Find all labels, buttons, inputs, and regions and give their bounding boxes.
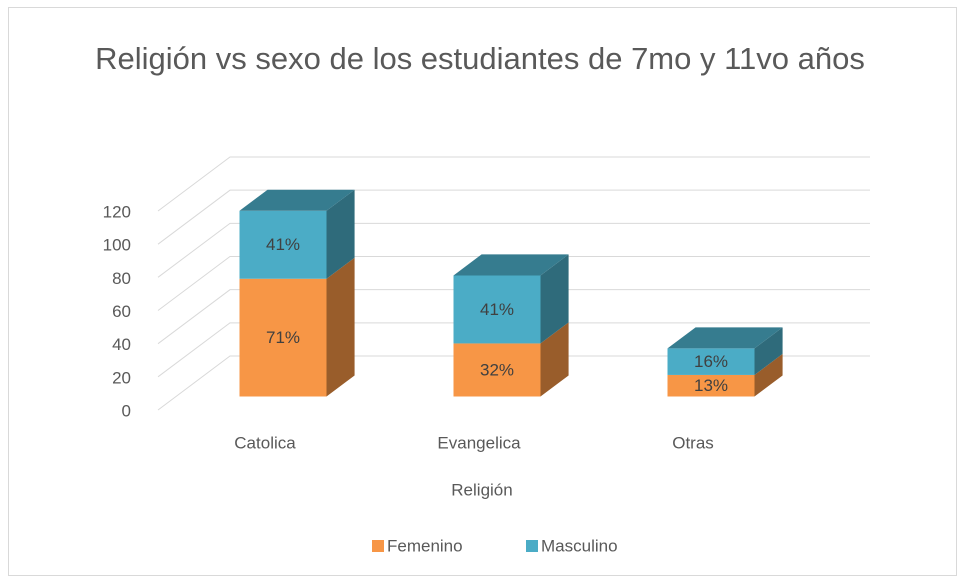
bar-side bbox=[754, 353, 783, 397]
legend-label: Masculino bbox=[541, 536, 618, 555]
bar-top bbox=[667, 327, 783, 349]
x-tick-label: Otras bbox=[672, 433, 714, 452]
bar-side bbox=[326, 257, 355, 397]
grid-line bbox=[157, 222, 870, 278]
legend-swatch bbox=[526, 540, 538, 552]
y-tick-label: 120 bbox=[103, 202, 131, 221]
grid-line bbox=[157, 156, 870, 212]
y-tick-label: 100 bbox=[103, 236, 131, 255]
data-label: 41% bbox=[480, 300, 514, 319]
bar bbox=[239, 278, 327, 397]
grid-line bbox=[157, 256, 870, 311]
data-label: 32% bbox=[480, 360, 514, 379]
chart-title: Religión vs sexo de los estudiantes de 7… bbox=[95, 41, 865, 76]
legend-swatch bbox=[372, 540, 384, 552]
bar-top bbox=[239, 189, 355, 211]
bar-side bbox=[540, 322, 569, 397]
y-tick-label: 60 bbox=[112, 302, 131, 321]
grid-line bbox=[157, 355, 870, 411]
legend-label: Femenino bbox=[387, 536, 463, 555]
grid-line bbox=[157, 322, 870, 378]
y-tick-label: 20 bbox=[112, 368, 131, 387]
grid-line bbox=[157, 189, 870, 245]
data-label: 13% bbox=[694, 376, 728, 395]
bar bbox=[453, 275, 541, 344]
data-label: 71% bbox=[266, 328, 300, 347]
bar bbox=[239, 210, 327, 279]
x-tick-label: Evangelica bbox=[437, 433, 521, 452]
bar bbox=[667, 348, 755, 375]
bar-side bbox=[326, 189, 355, 279]
y-tick-label: 80 bbox=[112, 269, 131, 288]
y-tick-label: 40 bbox=[112, 335, 131, 354]
bar-top bbox=[453, 254, 569, 276]
data-label: 16% bbox=[694, 352, 728, 371]
bar bbox=[453, 343, 541, 397]
bar-side bbox=[540, 254, 569, 344]
data-label: 41% bbox=[266, 235, 300, 254]
x-tick-label: Catolica bbox=[234, 433, 296, 452]
x-axis-title: Religión bbox=[451, 480, 512, 499]
grid-line bbox=[157, 289, 870, 345]
bar bbox=[667, 374, 755, 397]
bar-side bbox=[754, 327, 783, 375]
y-tick-label: 0 bbox=[122, 401, 131, 420]
